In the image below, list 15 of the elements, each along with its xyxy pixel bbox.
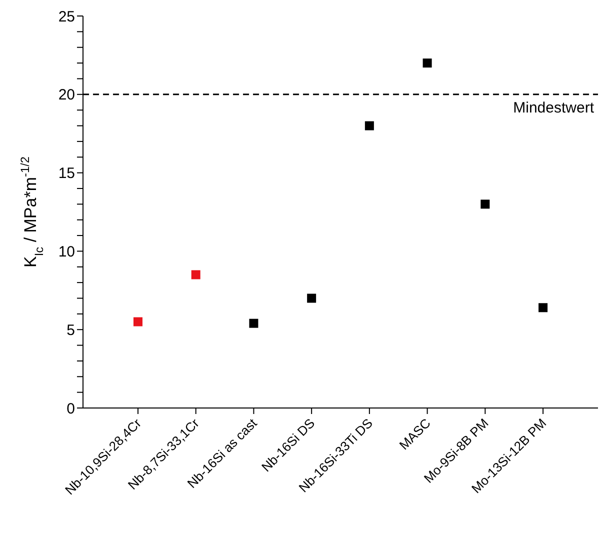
point (133, 317, 142, 326)
point (364, 121, 374, 130)
y-tick-label: 10 (58, 244, 75, 261)
point (191, 270, 200, 280)
y-tick-label: 25 (58, 8, 75, 26)
point (480, 200, 490, 209)
y-tick-label: 15 (58, 165, 75, 182)
y-tick-label: 5 (66, 322, 75, 339)
point (249, 318, 258, 328)
ref-line-label: Mindestwert (513, 99, 595, 116)
point (422, 58, 432, 68)
point (307, 294, 316, 303)
point (538, 303, 548, 312)
y-tick-label: 20 (58, 86, 75, 104)
y-tick-label: 0 (66, 400, 75, 418)
